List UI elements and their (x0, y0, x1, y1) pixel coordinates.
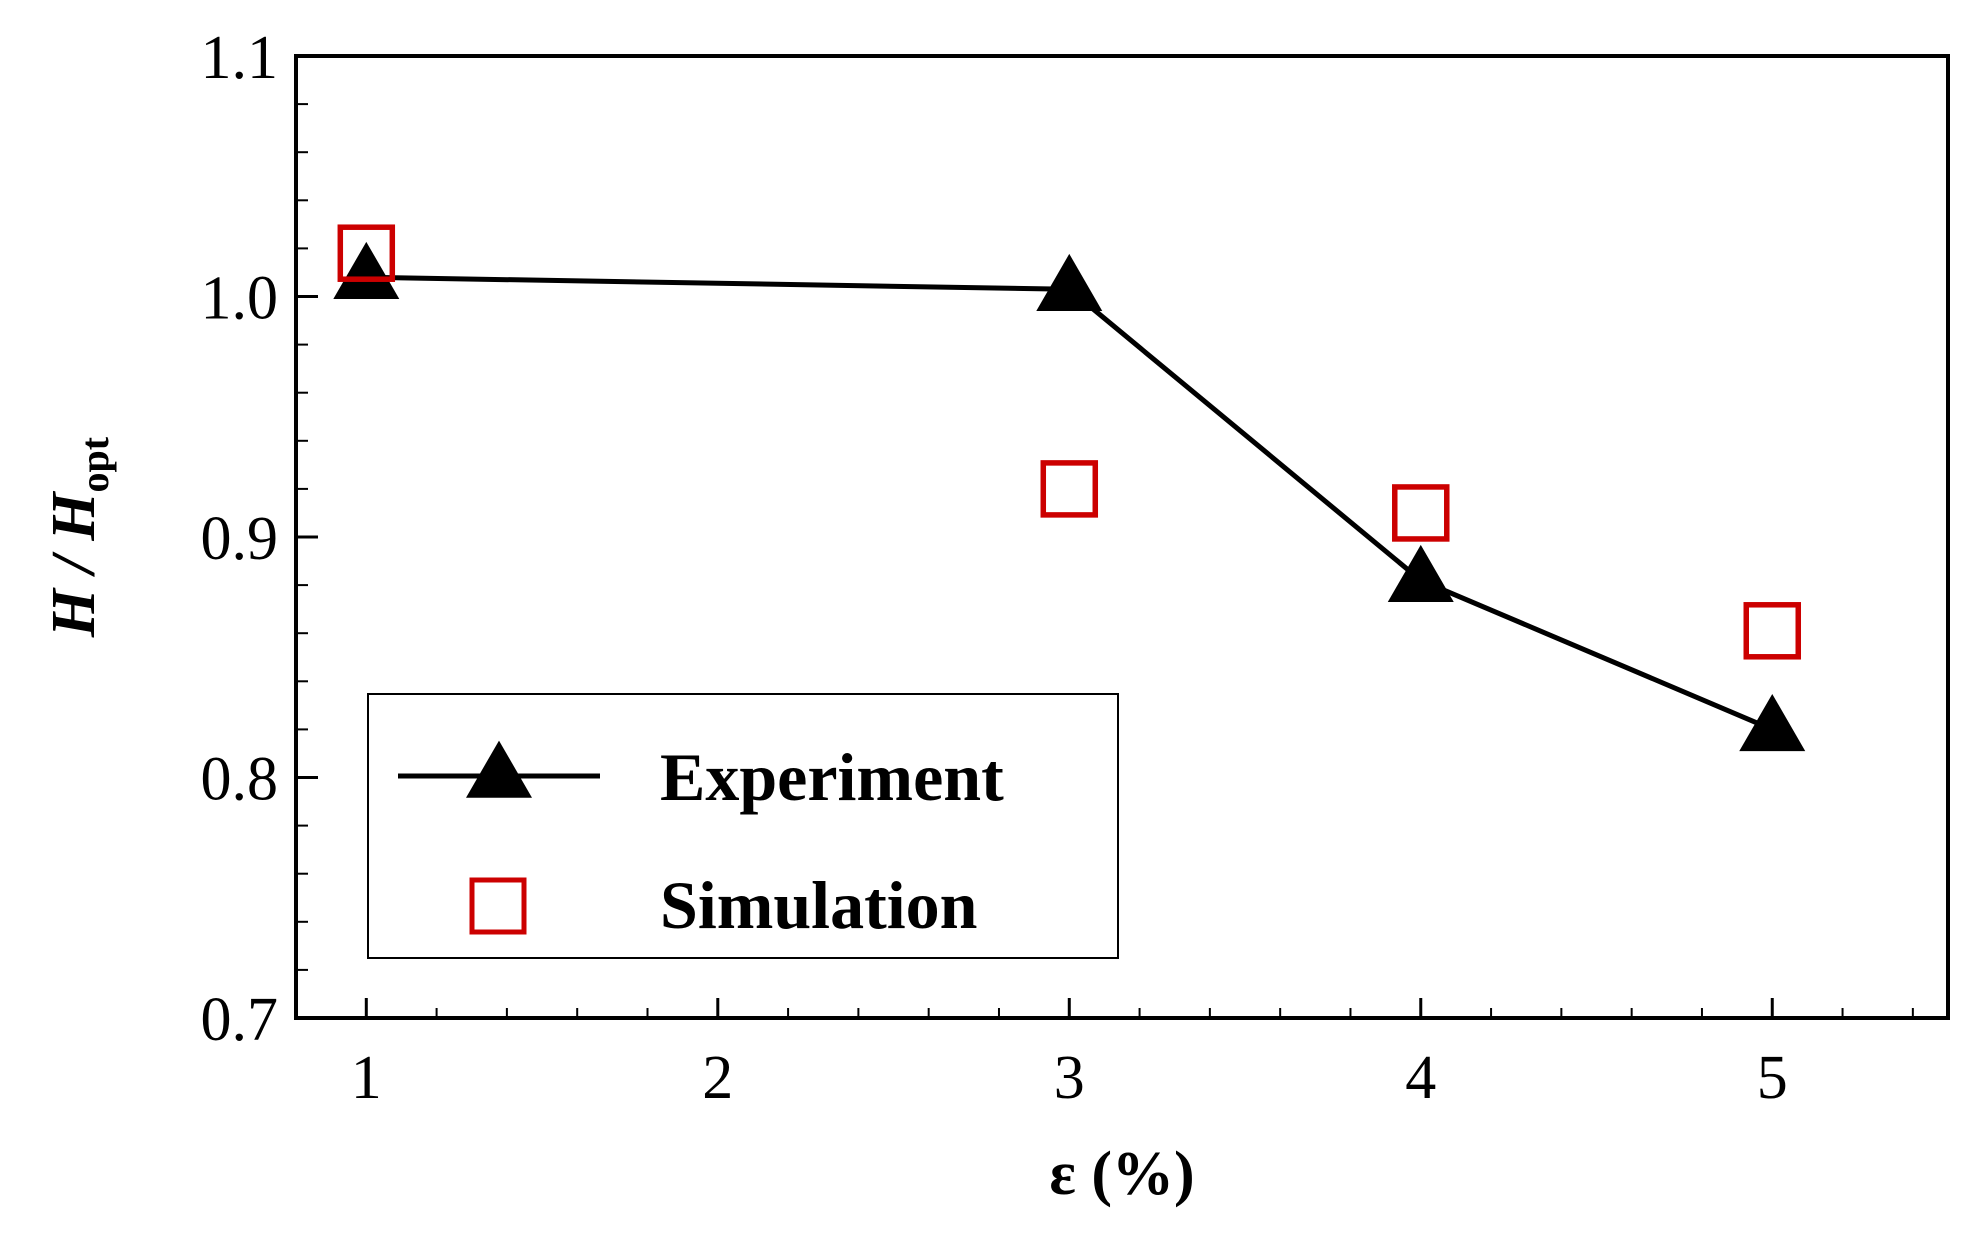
simulation-point (337, 224, 396, 282)
series-layer (333, 224, 1806, 752)
y-tick-label: 0.9 (201, 505, 279, 573)
y-tick-labels: 0.7 0.8 0.9 1.0 1.1 (201, 24, 279, 1054)
legend-simulation-marker (469, 877, 527, 935)
y-axis-title: H / Hopt (40, 436, 117, 638)
y-tick-label: 1.1 (201, 24, 279, 92)
series-0-line (366, 274, 1774, 732)
legend-experiment-label: Experiment (660, 739, 1004, 815)
experiment-point (1387, 544, 1454, 603)
y-tick-label: 0.8 (201, 746, 279, 814)
simulation-point (1040, 460, 1099, 518)
y-axis-title-main: H / H (40, 491, 108, 638)
experiment-point (333, 241, 400, 299)
x-tick-label: 2 (702, 1044, 733, 1112)
x-tick-label: 5 (1757, 1044, 1788, 1112)
x-tick-label: 3 (1054, 1044, 1085, 1112)
legend-box (367, 693, 1119, 959)
experiment-point (1739, 693, 1806, 752)
y-axis-title-subscript: opt (72, 436, 117, 492)
experiment-point (1036, 253, 1103, 312)
x-tick-label: 1 (351, 1044, 382, 1112)
y-tick-label: 1.0 (201, 265, 279, 333)
plot-frame (294, 54, 1950, 1020)
y-tick-label: 0.7 (201, 986, 279, 1054)
x-axis-title: ε (%) (1049, 1140, 1194, 1208)
x-tick-label: 4 (1405, 1044, 1436, 1112)
legend-simulation-label: Simulation (660, 867, 977, 943)
x-tick-labels: 1 2 3 4 5 (351, 1044, 1788, 1112)
simulation-point (1743, 602, 1802, 660)
simulation-point (1392, 484, 1450, 542)
legend: Experiment Simulation (367, 693, 1119, 959)
legend-experiment-marker (466, 740, 532, 798)
